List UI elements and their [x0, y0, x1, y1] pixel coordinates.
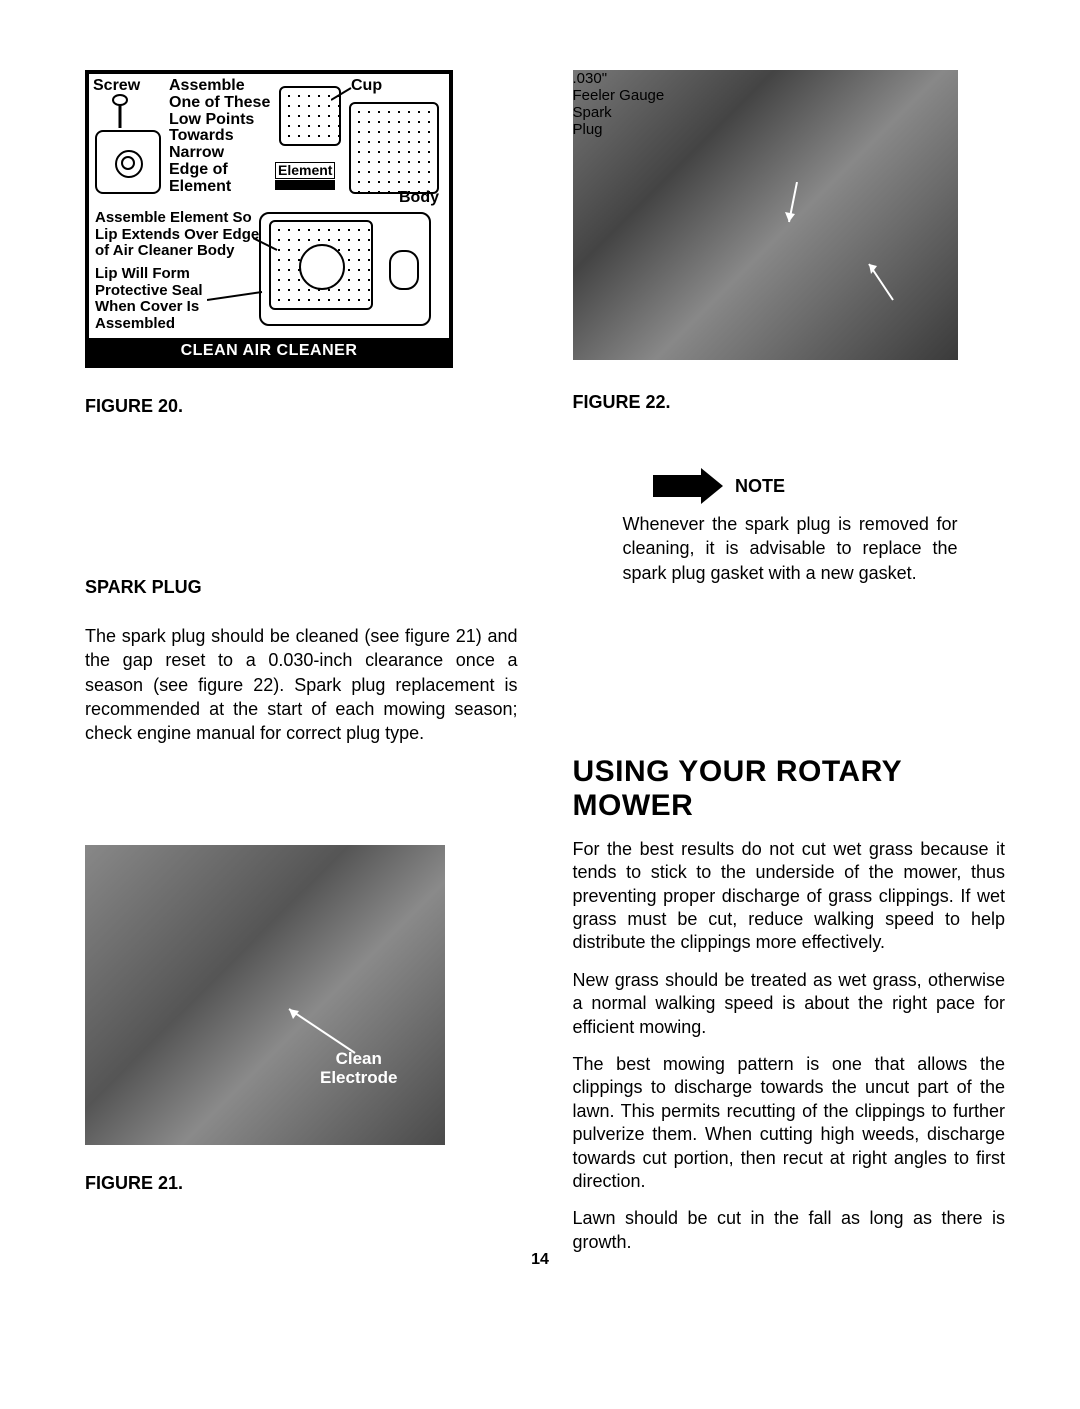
note-arrow-icon: [653, 468, 723, 504]
diagram-label-screw: Screw: [93, 78, 140, 95]
page-number: 14: [0, 1251, 1080, 1269]
figure22-label: FIGURE 22.: [573, 392, 1006, 413]
page: Screw Assemble One of These Low Points T…: [0, 0, 1080, 1409]
diagram-shape-lip-detail: [389, 250, 419, 290]
fig22-pointer-gauge: [785, 182, 825, 232]
diagram-shape-cup: [279, 86, 341, 146]
mower-paragraph-3: The best mowing pattern is one that allo…: [573, 1053, 1006, 1193]
spark-plug-body: The spark plug should be cleaned (see fi…: [85, 624, 518, 745]
note-label: NOTE: [735, 476, 785, 497]
note-text: Whenever the spark plug is removed for c…: [623, 512, 958, 585]
diagram-shape-plates: [95, 130, 161, 194]
screw-icon: [111, 94, 129, 130]
fig22-overlay-gauge: .030" Feeler Gauge: [573, 70, 958, 104]
fig22-overlay-spark: Spark Plug: [573, 104, 958, 138]
left-column: Screw Assemble One of These Low Points T…: [85, 70, 518, 1254]
pointer-line-lip: [207, 290, 267, 320]
diagram-label-body: Body: [399, 190, 439, 207]
note-block: NOTE: [653, 468, 1006, 504]
fig21-overlay-label: Clean Electrode: [320, 1050, 397, 1087]
diagram-label-cup: Cup: [351, 78, 382, 95]
spark-plug-heading: SPARK PLUG: [85, 577, 518, 598]
diagram-label-assemble-top: Assemble One of These Low Points Towards…: [169, 78, 270, 196]
diagram-shape-body: [349, 102, 439, 194]
fig22-pointer-spark: [863, 260, 903, 306]
diagram-label-assemble-mid: Assemble Element So Lip Extends Over Edg…: [95, 210, 259, 260]
diagram-element-bar: [275, 180, 335, 190]
diagram-label-element: Element: [275, 162, 335, 179]
figure20-label: FIGURE 20.: [85, 396, 518, 417]
diagram-caption-band: CLEAN AIR CLEANER: [89, 338, 449, 364]
diagram-label-lip: Lip Will Form Protective Seal When Cover…: [95, 266, 203, 332]
mower-paragraph-4: Lawn should be cut in the fall as long a…: [573, 1207, 1006, 1254]
mower-paragraph-2: New grass should be treated as wet grass…: [573, 969, 1006, 1039]
figure21-label: FIGURE 21.: [85, 1173, 518, 1194]
right-column: .030" Feeler Gauge Spark Plug FIGURE 22.…: [573, 70, 1006, 1254]
section-heading: USING YOUR ROTARY MOWER: [573, 755, 1006, 824]
figure22-photo: .030" Feeler Gauge Spark Plug: [573, 70, 958, 360]
two-column-layout: Screw Assemble One of These Low Points T…: [85, 70, 1005, 1254]
mower-paragraph-1: For the best results do not cut wet gras…: [573, 838, 1006, 955]
figure21-photo: Clean Electrode: [85, 845, 445, 1145]
figure20-diagram: Screw Assemble One of These Low Points T…: [85, 70, 453, 368]
